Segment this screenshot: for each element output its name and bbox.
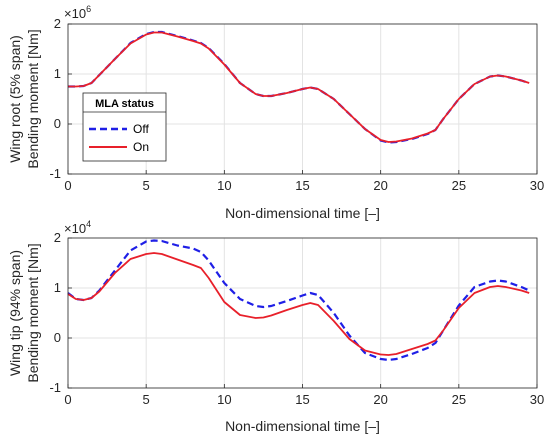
x-tick-label: 5 (143, 392, 150, 407)
y-tick-label: 0 (54, 116, 61, 131)
x-tick-label: 20 (373, 392, 387, 407)
legend: MLA status Off On (82, 92, 167, 162)
y-tick-label: 0 (54, 330, 61, 345)
x-tick-label: 30 (530, 178, 544, 193)
x-tick-label: 15 (295, 178, 309, 193)
x-tick-label: 10 (217, 178, 231, 193)
x-axis-label: Non-dimensional time [–] (225, 205, 380, 221)
y-exponent-label: ×104 (64, 219, 91, 236)
y-tick-label: -1 (49, 166, 61, 181)
y-exponent-label: ×106 (64, 4, 91, 21)
y-axis-label-line-2: Bending moment [Nm] (25, 243, 41, 382)
x-tick-label: 15 (295, 392, 309, 407)
y-tick-label: 1 (54, 66, 61, 81)
series-line-on (68, 31, 530, 143)
y-tick-label: 2 (54, 16, 61, 31)
y-tick-label: -1 (49, 380, 61, 395)
legend-label-off: Off (133, 122, 149, 136)
y-axis-label-line-1: Wing root (5% span) (7, 35, 23, 163)
x-axis-label: Non-dimensional time [–] (225, 418, 380, 434)
x-tick-label: 20 (373, 178, 387, 193)
y-exponent-base: ×10 (64, 221, 86, 236)
y-axis-label-line-2: Bending moment [Nm] (25, 29, 41, 168)
y-axis-label-line-1: Wing tip (94% span) (7, 250, 23, 376)
series-line-on (67, 252, 530, 356)
y-tick-label: 2 (54, 230, 61, 245)
y-tick-label: 1 (54, 280, 61, 295)
x-tick-label: 30 (530, 392, 544, 407)
x-tick-label: 10 (217, 392, 231, 407)
x-tick-label: 0 (64, 178, 71, 193)
x-tick-label: 5 (143, 178, 150, 193)
x-tick-label: 0 (64, 392, 71, 407)
legend-label-on: On (133, 140, 149, 154)
y-exponent-power: 4 (86, 219, 91, 229)
legend-box (82, 92, 167, 162)
y-exponent-base: ×10 (64, 6, 86, 21)
y-exponent-power: 6 (86, 4, 91, 14)
x-tick-label: 25 (452, 178, 466, 193)
legend-title: MLA status (95, 98, 154, 110)
x-tick-label: 25 (452, 392, 466, 407)
